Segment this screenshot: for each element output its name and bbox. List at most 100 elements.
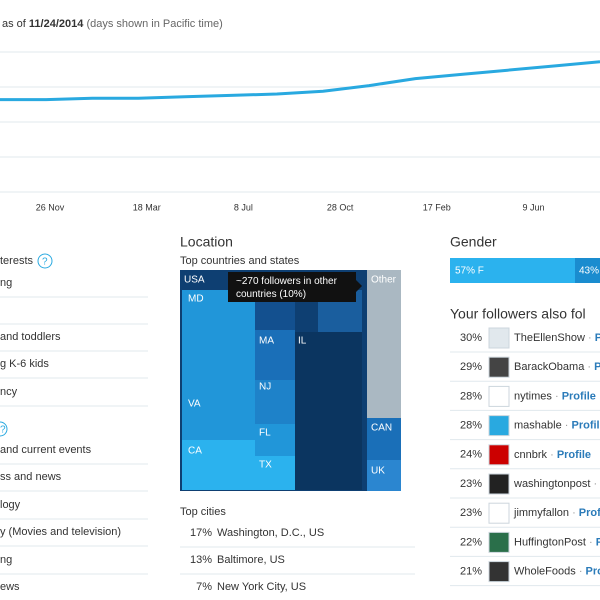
account[interactable]: jimmyfallon <box>513 507 569 519</box>
follow-name: cnnbrk · Profile <box>514 449 591 461</box>
x-tick-label: 8 Jul <box>234 202 253 212</box>
cell-other[interactable] <box>367 270 401 418</box>
interest: and current events <box>0 444 92 456</box>
cell-uk[interactable] <box>367 460 401 491</box>
cell-ca[interactable] <box>182 440 255 490</box>
city-name: New York City, US <box>217 581 306 593</box>
city-name: Washington, D.C., US <box>217 527 324 539</box>
avatar <box>488 444 510 466</box>
treemap: USAMDNYDCMAILNJVAFLCATXOtherCANUK ~270 f… <box>180 270 401 491</box>
profile-link[interactable]: Profile <box>594 361 600 373</box>
account[interactable]: WholeFoods <box>514 566 576 578</box>
gender-female <box>450 258 575 283</box>
follow-pct: 28% <box>460 420 482 432</box>
cell-va[interactable] <box>182 392 255 440</box>
as-of-suffix: (days shown in Pacific time) <box>86 18 222 30</box>
profile-link[interactable]: Profile <box>579 507 600 519</box>
interest: ng <box>0 277 12 289</box>
interest: logy <box>0 499 21 511</box>
cell-label: UK <box>371 466 385 477</box>
interest: ews <box>0 581 20 593</box>
account[interactable]: BarackObama <box>514 361 585 373</box>
cell-nj[interactable] <box>255 380 295 424</box>
follow-pct: 29% <box>460 361 482 373</box>
avatar <box>488 531 510 553</box>
profile-link[interactable]: Profile <box>562 390 596 402</box>
avatar <box>488 502 510 524</box>
interest: y (Movies and television) <box>0 526 121 538</box>
interest: ss and news <box>0 471 62 483</box>
city-name: Baltimore, US <box>217 554 285 566</box>
follow-name: BarackObama · Profile <box>514 361 600 373</box>
cell-fl[interactable] <box>255 424 295 456</box>
account[interactable]: nytimes <box>514 390 552 402</box>
cell-label: CAN <box>371 423 392 434</box>
avatar <box>488 327 510 349</box>
follow-pct: 23% <box>460 507 482 519</box>
location-title: Location <box>180 234 233 250</box>
follow-name: TheEllenShow · Profile <box>514 332 600 344</box>
follow-pct: 28% <box>460 390 482 402</box>
city-pct: 13% <box>190 554 212 566</box>
cities-title: Top cities <box>180 506 226 518</box>
account[interactable]: TheEllenShow <box>514 332 585 344</box>
cell-label: MA <box>259 336 274 347</box>
female-label: 57% F <box>455 266 484 277</box>
help-icon[interactable] <box>37 253 53 269</box>
cell-label: IL <box>298 336 307 347</box>
follow-pct: 23% <box>460 478 482 490</box>
account[interactable]: HuffingtonPost <box>514 536 586 548</box>
cell-label: MD <box>188 294 204 305</box>
follow-name: HuffingtonPost · Profile <box>514 536 600 548</box>
x-tick-label: 26 Nov <box>36 202 65 212</box>
avatar <box>488 356 510 378</box>
help-icon-q[interactable]: ? <box>42 257 48 268</box>
x-tick-label: 18 Mar <box>133 202 161 212</box>
cell-can[interactable] <box>367 418 401 460</box>
follow-name: mashable · Profile <box>514 420 600 432</box>
cell-md[interactable] <box>182 290 255 392</box>
gender-title: Gender <box>450 234 497 250</box>
interest: ncy <box>0 386 18 398</box>
profile-link[interactable]: Profile <box>571 420 600 432</box>
cell-label: FL <box>259 428 271 439</box>
male-label: 43% <box>579 266 599 277</box>
city-pct: 7% <box>196 581 212 593</box>
profile-link[interactable]: Profile <box>557 449 591 461</box>
cell-il[interactable] <box>295 332 362 490</box>
avatar <box>488 473 510 495</box>
cell-label: VA <box>188 399 201 410</box>
help-icon[interactable] <box>0 421 8 437</box>
account[interactable]: mashable <box>514 420 562 432</box>
cell-label: CA <box>188 446 202 457</box>
profile-link[interactable]: Profile <box>586 566 600 578</box>
follow-pct: 22% <box>460 536 482 548</box>
interest: ng <box>0 554 12 566</box>
cell-label: NJ <box>259 382 271 393</box>
cell-tx[interactable] <box>255 456 295 490</box>
profile-link[interactable]: Profile <box>595 332 600 344</box>
follow-name: WholeFoods · Profile <box>514 566 600 578</box>
cell-ma[interactable] <box>255 330 295 380</box>
account[interactable]: cnnbrk <box>514 449 548 461</box>
tooltip-text: ~270 followers in other countries (10%) <box>236 276 338 300</box>
follow-pct: 24% <box>460 449 482 461</box>
follow-pct: 21% <box>460 566 482 578</box>
account[interactable]: washingtonpost <box>513 478 590 490</box>
avatar <box>488 561 510 583</box>
help-icon-q[interactable]: ? <box>0 425 6 436</box>
location-subtitle: Top countries and states <box>180 255 300 267</box>
x-tick-label: 9 Jun <box>522 202 544 212</box>
avatar <box>488 385 510 407</box>
follow-pct: 30% <box>460 332 482 344</box>
avatar <box>488 415 510 437</box>
x-tick-label: 28 Oct <box>327 202 354 212</box>
follow-name: washingtonpost · Profile <box>513 478 600 490</box>
gender-male <box>575 258 600 283</box>
x-tick-label: 17 Feb <box>423 202 451 212</box>
as-of: as of 11/24/2014 (days shown in Pacific … <box>2 18 223 30</box>
interest: and toddlers <box>0 331 61 343</box>
follows-title: Your followers also fol <box>450 306 586 322</box>
cell-label: Other <box>371 275 397 286</box>
profile-link[interactable]: Profile <box>596 536 600 548</box>
